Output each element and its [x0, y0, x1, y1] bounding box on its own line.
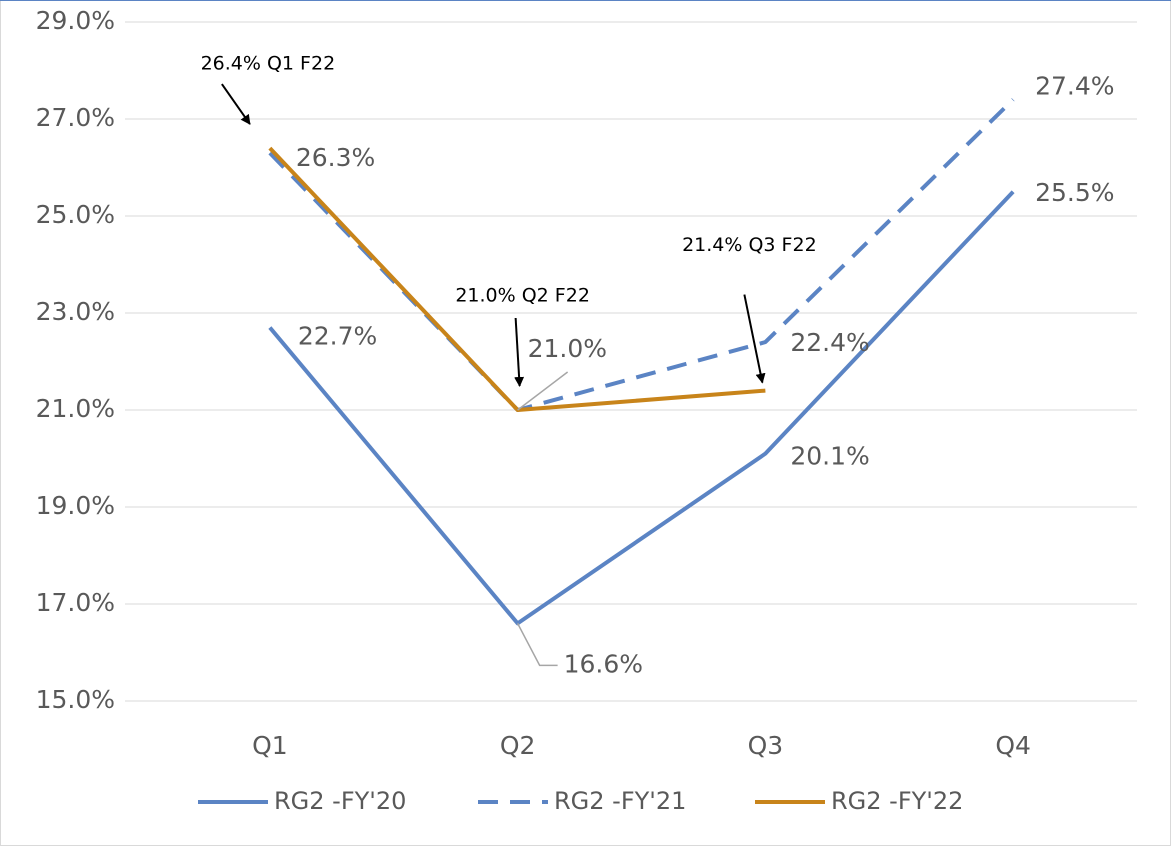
legend-label: RG2 -FY'21	[554, 787, 686, 815]
leader-line	[516, 623, 558, 667]
y-tick-label: 19.0%	[36, 491, 115, 520]
x-tick-label: Q2	[500, 731, 536, 760]
data-label: 20.1%	[790, 442, 869, 471]
x-tick-label: Q1	[252, 731, 288, 760]
data-label: 21.0%	[528, 334, 607, 363]
y-tick-label: 29.0%	[36, 6, 115, 35]
y-tick-label: 17.0%	[36, 588, 115, 617]
annotation-arrow	[514, 317, 525, 387]
data-label: 16.6%	[564, 649, 643, 678]
data-label: 22.7%	[298, 322, 377, 351]
y-tick-label: 23.0%	[36, 297, 115, 326]
series-line	[268, 190, 1015, 626]
y-tick-label: 27.0%	[36, 103, 115, 132]
x-tick-label: Q3	[748, 731, 784, 760]
y-tick-label: 15.0%	[36, 685, 115, 714]
annotation: 26.4% Q1 F22	[201, 53, 336, 75]
annotation-arrow	[743, 294, 766, 384]
leader-line	[517, 371, 569, 411]
annotation: 21.4% Q3 F22	[682, 234, 817, 256]
annotation: 21.0% Q2 F22	[455, 285, 590, 307]
data-label: 22.4%	[790, 328, 869, 357]
annotation-arrow	[221, 83, 251, 125]
x-tick-label: Q4	[995, 731, 1031, 760]
data-label: 27.4%	[1035, 72, 1114, 101]
series-line	[268, 98, 1015, 412]
series-line	[268, 146, 766, 412]
data-label: 26.3%	[296, 143, 375, 172]
data-label: 25.5%	[1035, 178, 1114, 207]
y-tick-label: 25.0%	[36, 200, 115, 229]
legend-label: RG2 -FY'20	[274, 787, 406, 815]
y-tick-label: 21.0%	[36, 394, 115, 423]
legend-label: RG2 -FY'22	[831, 787, 963, 815]
